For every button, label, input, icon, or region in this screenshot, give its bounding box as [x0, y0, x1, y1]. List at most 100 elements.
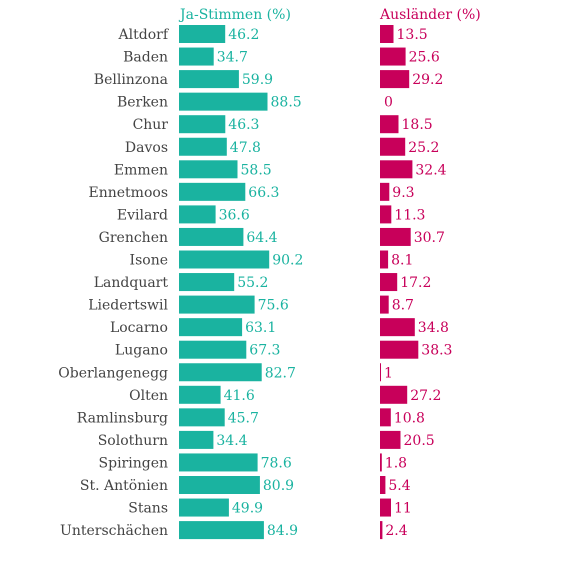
- ja-stimmen-bar: [179, 385, 221, 404]
- auslaender-bar: [380, 318, 415, 337]
- ja-stimmen-value: 75.6: [258, 298, 289, 314]
- auslaender-bar: [380, 295, 389, 314]
- auslaender-bar: [380, 453, 382, 472]
- auslaender-value: 1: [384, 365, 393, 381]
- category-label: Locarno: [110, 320, 168, 336]
- category-label: Baden: [123, 50, 168, 66]
- ja-stimmen-value: 47.8: [230, 140, 261, 156]
- auslaender-value: 11: [394, 501, 412, 517]
- category-label: Ennetmoos: [89, 185, 168, 201]
- auslaender-bar: [380, 205, 392, 224]
- ja-stimmen-value: 66.3: [248, 185, 279, 201]
- header-ja-stimmen: Ja-Stimmen (%): [178, 7, 291, 23]
- ja-stimmen-bar: [179, 476, 260, 494]
- ja-stimmen-value: 34.4: [216, 433, 247, 449]
- auslaender-bar: [380, 115, 399, 134]
- ja-stimmen-value: 63.1: [245, 320, 276, 336]
- ja-stimmen-bar: [179, 70, 239, 89]
- ja-stimmen-bar: [179, 47, 214, 66]
- category-label: Evilard: [117, 207, 168, 223]
- category-label: Solothurn: [98, 433, 168, 449]
- auslaender-bar: [380, 476, 386, 494]
- ja-stimmen-bar: [179, 160, 238, 179]
- ja-stimmen-bar: [179, 92, 268, 111]
- chart-rows: Altdorf 46.2 13.5 Baden 34.7 25.6 Bellinzona 59…: [58, 25, 452, 540]
- ja-stimmen-value: 80.9: [263, 478, 294, 494]
- auslaender-value: 9.3: [392, 185, 414, 201]
- auslaender-bar: [380, 47, 406, 66]
- category-label: Oberlangenegg: [58, 365, 168, 381]
- category-label: Davos: [125, 140, 168, 156]
- ja-stimmen-value: 46.3: [228, 117, 259, 133]
- ja-stimmen-value: 84.9: [267, 523, 298, 539]
- category-label: Ramlinsburg: [77, 410, 168, 426]
- auslaender-bar: [380, 430, 401, 449]
- auslaender-value: 29.2: [412, 72, 443, 88]
- ja-stimmen-value: 67.3: [249, 343, 280, 359]
- auslaender-bar: [380, 363, 381, 382]
- auslaender-bar: [380, 521, 383, 540]
- auslaender-value: 13.5: [397, 27, 428, 43]
- auslaender-bar: [380, 227, 411, 246]
- auslaender-bar: [380, 70, 410, 89]
- ja-stimmen-bar: [179, 137, 227, 156]
- ja-stimmen-bar: [179, 205, 216, 224]
- category-label: Spiringen: [99, 455, 168, 471]
- ja-stimmen-bar: [179, 115, 226, 134]
- ja-stimmen-value: 58.5: [241, 162, 272, 178]
- ja-stimmen-value: 34.7: [217, 50, 248, 66]
- auslaender-value: 8.7: [392, 298, 414, 314]
- auslaender-bar: [380, 160, 413, 179]
- category-label: Emmen: [114, 162, 168, 178]
- auslaender-value: 30.7: [414, 230, 445, 246]
- auslaender-value: 34.8: [418, 320, 449, 336]
- auslaender-value: 20.5: [404, 433, 435, 449]
- auslaender-value: 32.4: [415, 162, 446, 178]
- ja-stimmen-value: 88.5: [271, 95, 302, 111]
- auslaender-value: 10.8: [394, 410, 425, 426]
- auslaender-value: 11.3: [394, 207, 425, 223]
- category-label: Chur: [133, 117, 169, 133]
- auslaender-bar: [380, 385, 408, 404]
- auslaender-value: 17.2: [400, 275, 431, 291]
- auslaender-bar: [380, 340, 419, 359]
- category-label: Grenchen: [99, 230, 168, 246]
- ja-stimmen-value: 82.7: [265, 365, 296, 381]
- auslaender-value: 18.5: [402, 117, 433, 133]
- category-label: Landquart: [94, 275, 169, 291]
- ja-stimmen-value: 64.4: [246, 230, 277, 246]
- category-label: Stans: [128, 501, 168, 517]
- auslaender-bar: [380, 408, 391, 427]
- category-label: Altdorf: [118, 27, 170, 43]
- ja-stimmen-bar: [179, 295, 255, 314]
- ja-stimmen-bar: [179, 498, 229, 517]
- auslaender-bar: [380, 273, 398, 292]
- ja-stimmen-bar: [179, 453, 258, 472]
- category-label: Unterschächen: [60, 523, 168, 539]
- category-label: Lugano: [115, 343, 168, 359]
- auslaender-bar: [380, 498, 391, 517]
- ja-stimmen-bar: [179, 363, 262, 382]
- ja-stimmen-bar: [179, 408, 225, 427]
- auslaender-value: 1.8: [385, 455, 407, 471]
- auslaender-value: 5.4: [388, 478, 410, 494]
- ja-stimmen-bar: [179, 273, 235, 292]
- ja-stimmen-bar: [179, 340, 247, 359]
- auslaender-value: 27.2: [410, 388, 441, 404]
- auslaender-value: 0: [384, 95, 393, 111]
- auslaender-value: 8.1: [391, 253, 413, 269]
- ja-stimmen-bar: [179, 318, 243, 337]
- auslaender-bar: [380, 25, 394, 43]
- category-label: Berken: [117, 95, 168, 111]
- auslaender-bar: [380, 250, 389, 269]
- ja-stimmen-bar: [179, 521, 264, 540]
- category-label: Bellinzona: [94, 72, 168, 88]
- category-label: St. Antönien: [80, 478, 168, 494]
- ja-stimmen-value: 46.2: [228, 27, 259, 43]
- auslaender-value: 25.6: [409, 50, 440, 66]
- ja-stimmen-value: 59.9: [242, 72, 273, 88]
- ja-stimmen-value: 78.6: [261, 455, 292, 471]
- ja-stimmen-bar: [179, 250, 270, 269]
- header-auslaender: Ausländer (%): [379, 7, 481, 23]
